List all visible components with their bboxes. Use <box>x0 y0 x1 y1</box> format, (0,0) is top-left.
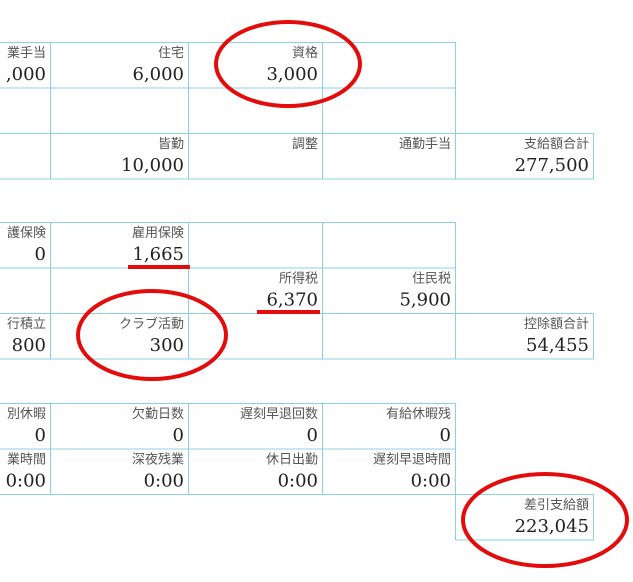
cell-value: 6,370 <box>266 290 318 311</box>
cell <box>455 313 594 360</box>
cell-label: 護保険 <box>7 225 46 241</box>
highlight-circle <box>214 20 362 108</box>
cell-value: 800 <box>12 335 46 356</box>
cell-label: 控除額合計 <box>524 316 589 332</box>
highlight-circle <box>76 289 228 381</box>
cell-value: 54,455 <box>526 335 589 356</box>
cell <box>50 87 189 134</box>
cell <box>188 313 323 360</box>
cell <box>188 222 323 269</box>
cell <box>0 133 51 180</box>
highlight-circle <box>461 472 629 568</box>
cell-label: 欠勤日数 <box>132 406 184 422</box>
cell <box>0 267 51 314</box>
cell-label: 遅刻早退回数 <box>240 407 318 422</box>
cell-label: 休日出勤 <box>266 453 318 468</box>
cell-value: 223,045 <box>515 516 589 537</box>
cell-value: 300 <box>150 335 184 356</box>
cell-value: 3,000 <box>266 64 318 85</box>
cell <box>322 87 456 134</box>
cell-value: 10,000 <box>121 155 184 176</box>
cell-value: 0:00 <box>278 471 318 492</box>
cell-label: 業手当 <box>7 45 46 61</box>
cell-label: 調整 <box>292 137 318 152</box>
cell-value: 0 <box>307 425 318 446</box>
cell-label: 住民税 <box>412 272 451 287</box>
cell-value: 6,000 <box>132 64 184 85</box>
cell-value: 0:00 <box>6 471 46 492</box>
cell-label: 深夜残業 <box>132 452 184 468</box>
cell-label: 資格 <box>292 45 318 61</box>
cell-label: 行積立 <box>7 317 46 332</box>
cell-label: 差引支給額 <box>524 498 589 513</box>
cell-value: 0 <box>440 425 451 446</box>
cell-label: 雇用保険 <box>132 225 184 241</box>
cell-label: クラブ活動 <box>119 316 184 332</box>
cell <box>188 87 323 134</box>
cell-value: 0:00 <box>144 471 184 492</box>
cell <box>455 133 594 180</box>
cell-label: 有給休暇残 <box>386 407 451 422</box>
table: 業手当 ,000 住宅 6,000 資格 3,000 皆勤 10,000 調整 通勤手当 支給額合計… <box>0 42 594 541</box>
cell-label: 業時間 <box>7 452 46 468</box>
cell-label: 遅刻早退時間 <box>373 453 451 468</box>
cell-value: 0 <box>173 425 184 446</box>
cell-value: 0 <box>35 425 46 446</box>
cell-value: 277,500 <box>515 155 589 176</box>
cell-value: 1,665 <box>132 244 184 265</box>
cell <box>322 448 456 495</box>
cell-value: ,000 <box>6 64 46 85</box>
cell-label: 通勤手当 <box>399 137 451 152</box>
cell <box>322 222 456 269</box>
cell-value: 5,900 <box>399 290 451 311</box>
cell <box>322 42 456 89</box>
cell-label: 支給額合計 <box>524 136 589 152</box>
cell <box>322 313 456 360</box>
cell <box>455 494 594 541</box>
annotations <box>76 20 629 568</box>
cell-label: 別休暇 <box>7 407 46 422</box>
cell-value: 0:00 <box>411 471 451 492</box>
cell-value: 0 <box>35 244 46 265</box>
cell-label: 所得税 <box>279 271 318 287</box>
cell <box>0 87 51 134</box>
cell-label: 住宅 <box>158 46 184 61</box>
cell-label: 皆勤 <box>158 137 184 152</box>
